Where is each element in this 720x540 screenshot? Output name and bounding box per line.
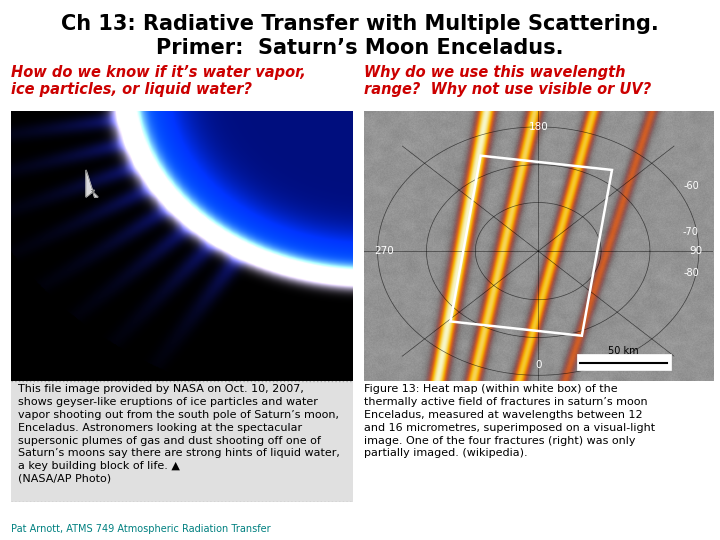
Text: This file image provided by NASA on Oct. 10, 2007,
shows geyser-like eruptions o: This file image provided by NASA on Oct.… — [17, 384, 340, 484]
Text: -70: -70 — [683, 227, 699, 237]
Text: Ch 13: Radiative Transfer with Multiple Scattering.: Ch 13: Radiative Transfer with Multiple … — [61, 14, 659, 33]
Text: Primer:  Saturn’s Moon Enceladus.: Primer: Saturn’s Moon Enceladus. — [156, 38, 564, 58]
Text: How do we know if it’s water vapor,
ice particles, or liquid water?: How do we know if it’s water vapor, ice … — [11, 65, 305, 97]
Text: -60: -60 — [683, 181, 699, 191]
Text: 180: 180 — [528, 122, 548, 132]
Text: 50 km: 50 km — [608, 346, 639, 356]
Text: 90: 90 — [689, 246, 702, 256]
Text: Why do we use this wavelength
range?  Why not use visible or UV?: Why do we use this wavelength range? Why… — [364, 65, 651, 97]
Polygon shape — [86, 170, 98, 197]
Text: Pat Arnott, ATMS 749 Atmospheric Radiation Transfer: Pat Arnott, ATMS 749 Atmospheric Radiati… — [11, 523, 271, 534]
Text: 0: 0 — [535, 360, 541, 370]
Text: 270: 270 — [374, 246, 394, 256]
Text: -80: -80 — [683, 268, 699, 278]
FancyBboxPatch shape — [577, 354, 671, 370]
Text: Figure 13: Heat map (within white box) of the
thermally active field of fracture: Figure 13: Heat map (within white box) o… — [364, 384, 654, 458]
